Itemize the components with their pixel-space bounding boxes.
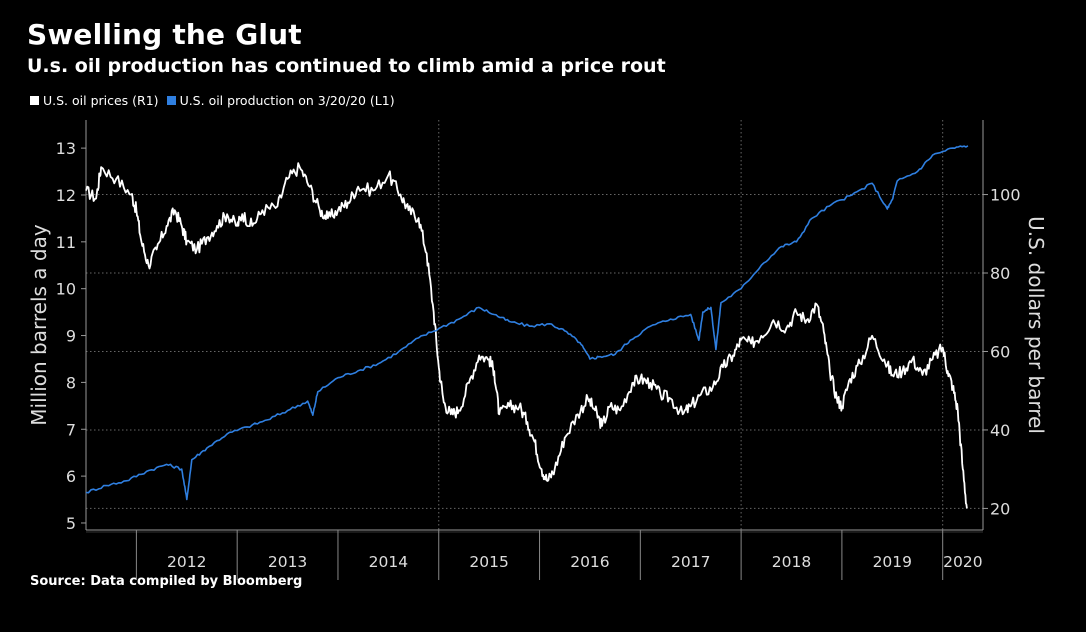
series-line-prices: [85, 162, 968, 509]
axes: [81, 120, 988, 580]
left-tick-label: 5: [66, 514, 76, 533]
legend-label-prices: U.S. oil prices (R1): [43, 93, 159, 108]
legend: U.S. oil prices (R1) U.S. oil production…: [30, 93, 403, 108]
left-tick-label: 9: [66, 327, 76, 346]
left-tick-label: 8: [66, 373, 76, 392]
x-tick-label: 2018: [772, 553, 811, 571]
series-line-production: [85, 145, 969, 501]
right-tick-label: 60: [990, 342, 1010, 361]
right-tick-label: 40: [990, 421, 1010, 440]
left-tick-label: 10: [56, 280, 76, 299]
series-lines: [85, 145, 969, 509]
right-tick-label: 20: [990, 499, 1010, 518]
legend-swatch-production: [166, 96, 176, 105]
x-tick-label: 2015: [469, 553, 508, 571]
left-tick-label: 7: [66, 420, 76, 439]
x-tick-label: 2014: [369, 553, 408, 571]
x-tick-label: 2013: [268, 553, 307, 571]
x-tick-label: 2020: [943, 553, 982, 571]
legend-item-prices: U.S. oil prices (R1): [30, 93, 159, 108]
left-tick-label: 13: [56, 139, 76, 158]
right-tick-label: 100: [990, 186, 1021, 205]
left-tick-label: 6: [66, 467, 76, 486]
legend-item-production: U.S. oil production on 3/20/20 (L1): [166, 93, 395, 108]
left-axis-title: Million barrels a day: [27, 224, 51, 426]
left-tick-label: 12: [56, 186, 76, 205]
legend-swatch-prices: [30, 96, 39, 105]
right-axis-title: U.S. dollars per barrel: [1024, 216, 1048, 434]
axis-labels: 5 6 7 8 9 10 11 12 13 20 40 60 80 100 2012 2013 2014 2015…: [27, 139, 1048, 571]
chart-subtitle: U.s. oil production has continued to cli…: [27, 55, 666, 77]
grid-lines: [86, 120, 983, 530]
legend-label-production: U.S. oil production on 3/20/20 (L1): [179, 93, 395, 108]
x-tick-label: 2012: [167, 553, 206, 571]
x-tick-label: 2017: [671, 553, 710, 571]
right-tick-label: 80: [990, 264, 1010, 283]
x-tick-label: 2019: [873, 553, 912, 571]
left-tick-label: 11: [56, 233, 76, 252]
x-tick-label: 2016: [570, 553, 609, 571]
source-note: Source: Data compiled by Bloomberg: [30, 574, 303, 589]
chart-title: Swelling the Glut: [27, 18, 302, 51]
